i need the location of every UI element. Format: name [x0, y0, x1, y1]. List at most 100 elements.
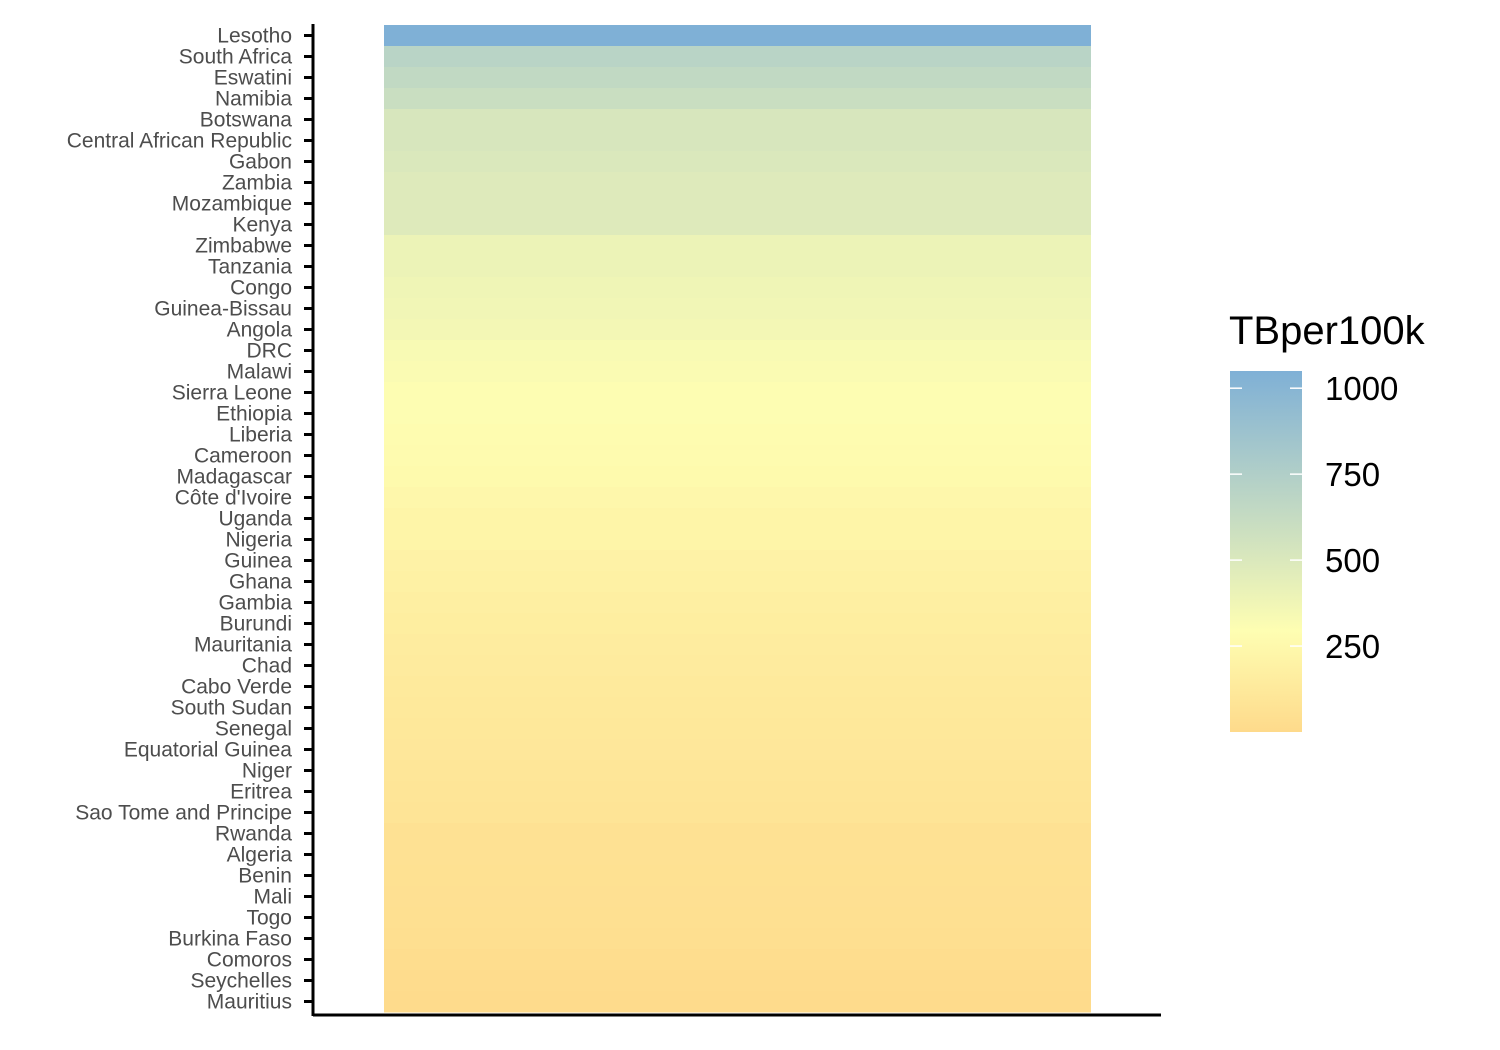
y-tick-label: Senegal — [215, 718, 292, 741]
heatmap-tile — [384, 970, 1091, 992]
y-tick-label: Zambia — [222, 172, 292, 195]
y-tick-label: Eritrea — [230, 781, 292, 804]
y-tick-label: Côte d'Ivoire — [175, 487, 292, 510]
y-tick-label: South Africa — [179, 46, 293, 69]
y-tick-label: Seychelles — [190, 970, 292, 993]
heatmap-tile — [384, 613, 1091, 635]
heatmap-tile — [384, 382, 1091, 404]
y-tick-label: Algeria — [227, 844, 293, 867]
heatmap-tiles — [384, 25, 1091, 1013]
y-tick-label: Burundi — [220, 613, 292, 636]
y-tick-label: Cameroon — [194, 445, 292, 468]
heatmap-tile — [384, 46, 1091, 68]
heatmap-tile — [384, 550, 1091, 572]
heatmap-tile — [384, 298, 1091, 320]
y-tick-label: Eswatini — [214, 67, 292, 90]
y-tick-label: Comoros — [207, 949, 292, 972]
y-tick-label: Sao Tome and Principe — [75, 802, 292, 825]
heatmap-tile — [384, 214, 1091, 236]
heatmap-tile — [384, 781, 1091, 803]
heatmap-tile — [384, 697, 1091, 719]
y-tick-label: Central African Republic — [67, 130, 292, 153]
heatmap-tile — [384, 487, 1091, 509]
y-tick-label: Benin — [238, 865, 292, 888]
heatmap-tile — [384, 88, 1091, 110]
legend-tick-label: 250 — [1325, 628, 1380, 665]
heatmap-tile — [384, 361, 1091, 383]
y-tick-label: Niger — [242, 760, 292, 783]
y-tick-label: Madagascar — [176, 466, 292, 489]
y-tick-label: Zimbabwe — [195, 235, 292, 258]
y-tick-label: Mauritius — [207, 991, 292, 1014]
y-tick-label: Chad — [242, 655, 292, 678]
heatmap-tile — [384, 67, 1091, 89]
heatmap-tile — [384, 823, 1091, 845]
y-tick-label: Sierra Leone — [172, 382, 292, 405]
heatmap-tile — [384, 403, 1091, 425]
legend-title: TBper100k — [1229, 309, 1426, 353]
y-tick-label: Congo — [230, 277, 292, 300]
legend-colorbar — [1230, 371, 1302, 732]
heatmap-tile — [384, 571, 1091, 593]
heatmap-tile — [384, 466, 1091, 488]
y-tick-label: Mozambique — [172, 193, 292, 216]
y-tick-label: Gambia — [218, 592, 292, 615]
heatmap-tile — [384, 655, 1091, 677]
heatmap-tile — [384, 277, 1091, 299]
heatmap-tile — [384, 424, 1091, 446]
y-tick-label: Lesotho — [217, 25, 292, 48]
heatmap-tile — [384, 928, 1091, 950]
heatmap-tile — [384, 844, 1091, 866]
heatmap-tile — [384, 445, 1091, 467]
heatmap-tile — [384, 193, 1091, 215]
heatmap-tile — [384, 256, 1091, 278]
heatmap-tile — [384, 676, 1091, 698]
y-tick-label: Gabon — [229, 151, 292, 174]
heatmap-tile — [384, 529, 1091, 551]
heatmap-tile — [384, 508, 1091, 530]
y-tick-label: Cabo Verde — [181, 676, 292, 699]
heatmap-tile — [384, 991, 1091, 1013]
legend-ticks: 250 500 750 1000 — [1230, 370, 1398, 665]
y-tick-label: Ghana — [229, 571, 292, 594]
y-tick-label: South Sudan — [171, 697, 292, 720]
heatmap-tile — [384, 865, 1091, 887]
y-tick-label: Ethiopia — [216, 403, 292, 426]
y-tick-label: Mali — [253, 886, 292, 909]
y-tick-label: Togo — [246, 907, 292, 930]
y-tick-label: Liberia — [229, 424, 292, 447]
heatmap-tile — [384, 634, 1091, 656]
y-tick-label: Namibia — [215, 88, 292, 111]
y-tick-label: Kenya — [232, 214, 292, 237]
legend-tick-label: 1000 — [1325, 370, 1398, 407]
y-tick-label: Tanzania — [208, 256, 292, 279]
y-tick-label: Equatorial Guinea — [124, 739, 292, 762]
heatmap-tile — [384, 760, 1091, 782]
y-tick-label: Guinea — [224, 550, 292, 573]
heatmap-tile — [384, 907, 1091, 929]
heatmap-tile — [384, 340, 1091, 362]
heatmap-tile — [384, 739, 1091, 761]
heatmap-tile — [384, 151, 1091, 173]
heatmap-tile — [384, 172, 1091, 194]
y-tick-label: Uganda — [218, 508, 292, 531]
y-tick-label: Guinea-Bissau — [154, 298, 292, 321]
heatmap-tile — [384, 235, 1091, 257]
y-tick-label: DRC — [247, 340, 293, 363]
y-tick-label: Burkina Faso — [168, 928, 292, 951]
legend-tick-label: 750 — [1325, 456, 1380, 493]
heatmap-tile — [384, 130, 1091, 152]
y-tick-label: Malawi — [227, 361, 292, 384]
y-tick-label: Mauritania — [194, 634, 292, 657]
heatmap-tile — [384, 319, 1091, 341]
heatmap-tile — [384, 25, 1091, 47]
y-tick-label: Rwanda — [215, 823, 292, 846]
heatmap-tile — [384, 886, 1091, 908]
heatmap-tile — [384, 718, 1091, 740]
heatmap-tile — [384, 949, 1091, 971]
heatmap-tile — [384, 109, 1091, 131]
y-tick-label: Botswana — [200, 109, 293, 132]
legend: TBper100k 250 500 750 1000 — [1229, 309, 1426, 732]
